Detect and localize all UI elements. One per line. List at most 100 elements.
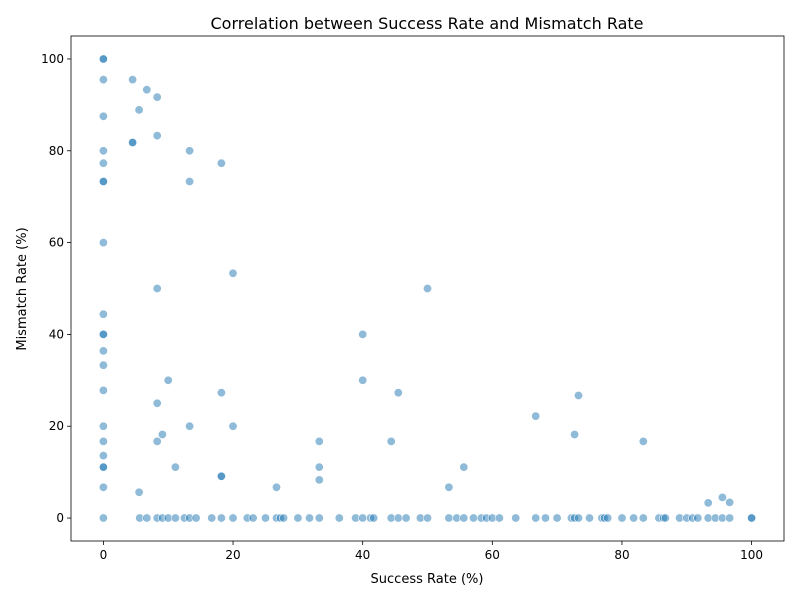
data-point bbox=[191, 513, 201, 523]
data-point bbox=[185, 177, 195, 187]
data-point bbox=[157, 429, 167, 439]
data-point bbox=[98, 360, 108, 370]
data-point bbox=[134, 487, 144, 497]
data-point bbox=[334, 513, 344, 523]
y-tick-label: 60 bbox=[49, 236, 64, 250]
data-point bbox=[358, 329, 368, 339]
data-point bbox=[358, 375, 368, 385]
data-point bbox=[216, 388, 226, 398]
data-point bbox=[98, 111, 108, 121]
data-point bbox=[293, 513, 303, 523]
chart-title: Correlation between Success Rate and Mis… bbox=[211, 14, 644, 33]
data-point bbox=[459, 513, 469, 523]
data-point bbox=[444, 482, 454, 492]
data-point bbox=[228, 268, 238, 278]
data-point bbox=[279, 513, 289, 523]
data-point bbox=[531, 411, 541, 421]
data-point bbox=[422, 283, 432, 293]
y-tick-label: 100 bbox=[41, 52, 64, 66]
data-point bbox=[248, 513, 258, 523]
data-point bbox=[98, 451, 108, 461]
data-point bbox=[152, 398, 162, 408]
x-tick-label: 60 bbox=[485, 548, 500, 562]
data-point bbox=[422, 513, 432, 523]
data-point bbox=[638, 436, 648, 446]
data-point bbox=[228, 513, 238, 523]
data-point bbox=[98, 436, 108, 446]
data-point bbox=[717, 492, 727, 502]
data-point bbox=[271, 482, 281, 492]
data-point bbox=[152, 436, 162, 446]
data-point bbox=[98, 462, 108, 472]
data-point bbox=[152, 283, 162, 293]
data-point bbox=[98, 346, 108, 356]
data-point bbox=[98, 482, 108, 492]
data-point bbox=[584, 513, 594, 523]
data-point bbox=[401, 513, 411, 523]
data-point bbox=[170, 513, 180, 523]
data-point bbox=[570, 429, 580, 439]
data-point bbox=[703, 498, 713, 508]
data-point bbox=[216, 158, 226, 168]
y-tick-label: 40 bbox=[49, 327, 64, 341]
data-point bbox=[314, 475, 324, 485]
x-axis-label: Success Rate (%) bbox=[371, 572, 484, 587]
data-point bbox=[393, 513, 403, 523]
data-point bbox=[142, 85, 152, 95]
data-point bbox=[170, 462, 180, 472]
data-point bbox=[468, 513, 478, 523]
x-tick-label: 100 bbox=[740, 548, 763, 562]
data-point bbox=[98, 421, 108, 431]
data-point bbox=[638, 513, 648, 523]
data-point bbox=[358, 513, 368, 523]
data-point bbox=[540, 513, 550, 523]
axes-frame bbox=[70, 35, 785, 542]
data-point bbox=[573, 390, 583, 400]
y-tick-label: 80 bbox=[49, 144, 64, 158]
data-point bbox=[444, 513, 454, 523]
data-point bbox=[98, 177, 108, 187]
data-point bbox=[260, 513, 270, 523]
data-point bbox=[660, 513, 670, 523]
data-point bbox=[98, 54, 108, 64]
data-point bbox=[617, 513, 627, 523]
data-point bbox=[134, 105, 144, 115]
plot-area bbox=[98, 54, 757, 523]
data-point bbox=[163, 375, 173, 385]
data-point bbox=[459, 462, 469, 472]
data-point bbox=[393, 388, 403, 398]
data-point bbox=[216, 471, 226, 481]
data-point bbox=[494, 513, 504, 523]
data-point bbox=[142, 513, 152, 523]
data-point bbox=[98, 238, 108, 248]
y-axis-ticks: 0 20 40 60 80 100 bbox=[41, 52, 71, 525]
data-point bbox=[386, 436, 396, 446]
x-tick-label: 40 bbox=[355, 548, 370, 562]
data-point bbox=[98, 146, 108, 156]
data-point bbox=[128, 75, 138, 85]
data-point bbox=[185, 421, 195, 431]
data-point bbox=[98, 385, 108, 395]
data-point bbox=[98, 513, 108, 523]
data-point bbox=[369, 513, 379, 523]
x-axis-ticks: 0 20 40 60 80 100 bbox=[100, 541, 763, 562]
data-point bbox=[314, 513, 324, 523]
data-point bbox=[98, 329, 108, 339]
data-point bbox=[552, 513, 562, 523]
data-point bbox=[98, 75, 108, 85]
y-axis-label: Mismatch Rate (%) bbox=[15, 227, 30, 350]
data-point bbox=[152, 92, 162, 102]
data-point bbox=[725, 497, 735, 507]
data-point bbox=[98, 158, 108, 168]
data-point bbox=[228, 421, 238, 431]
x-tick-label: 80 bbox=[614, 548, 629, 562]
data-point bbox=[314, 436, 324, 446]
data-point bbox=[216, 513, 226, 523]
x-tick-label: 0 bbox=[100, 548, 108, 562]
data-point bbox=[152, 131, 162, 141]
data-point bbox=[573, 513, 583, 523]
data-point bbox=[531, 513, 541, 523]
data-point bbox=[304, 513, 314, 523]
data-point bbox=[629, 513, 639, 523]
data-point bbox=[511, 513, 521, 523]
